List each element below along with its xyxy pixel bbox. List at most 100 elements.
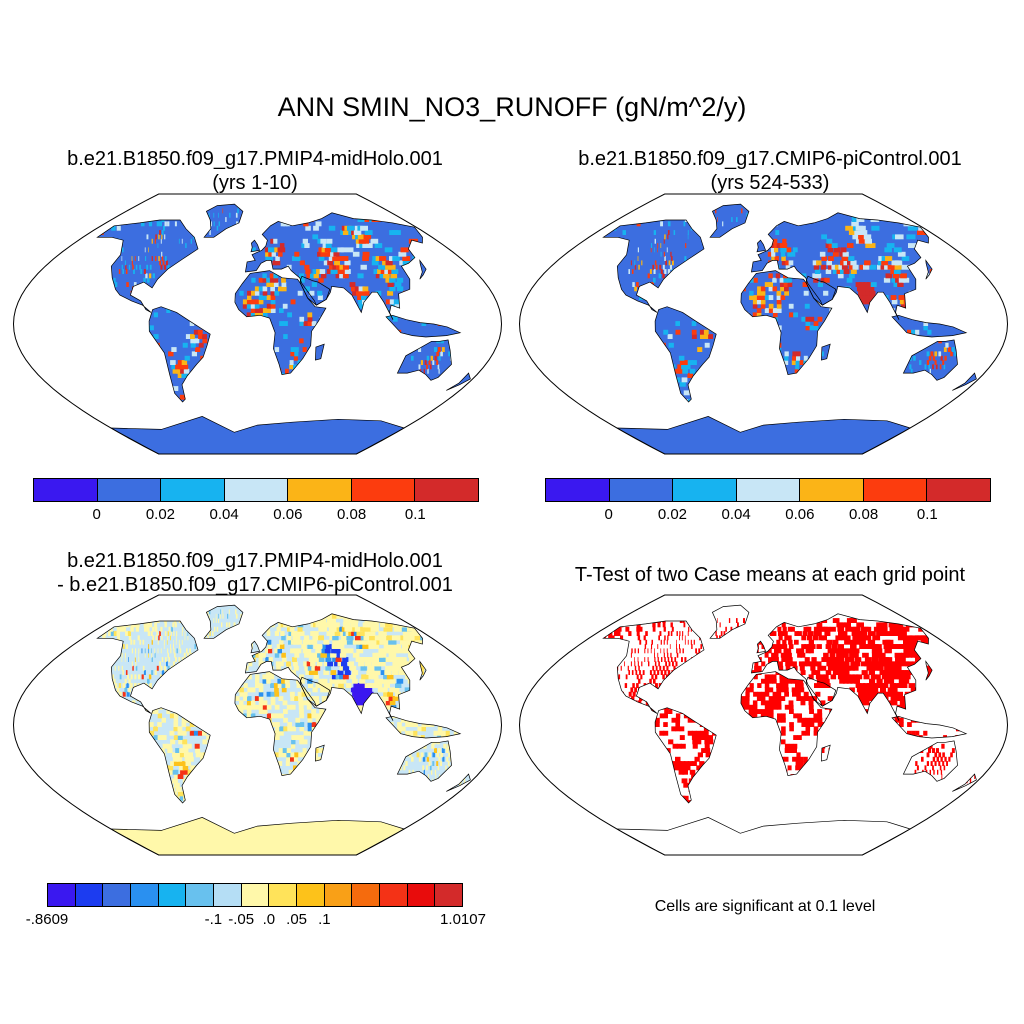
colorbar2-label-1: 0.02 [657,506,688,523]
coastline-greenland [203,203,244,238]
coastline-eurasia [244,613,423,721]
colorbar2-swatch-4 [800,479,864,501]
colorbar-diff-label-6: 1.0107 [440,911,486,928]
colorbar1-swatch-1 [97,479,162,501]
panel1-title: b.e21.B1850.f09_g17.PMIP4-midHolo.001 [67,148,443,170]
coastline-indonesia [385,314,462,338]
coastline-arabia-link [299,676,331,707]
land-antarctica [110,416,405,454]
colorbar2-label-4: 0.08 [848,506,879,523]
coastline-arabia-link [805,275,837,306]
map-outline [518,193,1009,455]
land-uk [251,641,260,653]
coastline-south-america [148,306,211,403]
coastline-uk [250,239,261,253]
colorbar-diff-swatch-6 [214,884,242,906]
land-greenland [204,605,243,639]
coastline-madagascar [315,744,325,762]
colorbar2-swatch-6 [927,479,991,501]
land-antarctica [110,817,405,855]
panel3-subtitle: - b.e21.B1850.f09_g17.CMIP6-piControl.00… [57,574,453,596]
colorbar1-label-4: 0.08 [336,506,367,523]
panel2-subtitle: (yrs 524-533) [710,172,830,194]
land-north-america [97,621,198,714]
colorbar1-swatch-4 [288,479,352,501]
colorbar2-label-2: 0.04 [721,506,751,523]
land-new-zealand [952,774,977,792]
colorbar1-swatch-6 [415,479,479,501]
land-uk [757,240,766,252]
coastline-new-zealand [446,372,471,391]
colorbar2-swatch-5 [863,479,928,501]
map-panel2-picontrol [518,193,1009,455]
map-outline [12,594,503,856]
coastline-arabia-link [805,676,837,707]
land-japan [925,260,933,280]
main-title: ANN SMIN_NO3_RUNOFF (gN/m^2/y) [277,92,747,122]
coastline-indonesia [891,314,968,338]
land-new-zealand [446,373,471,391]
colorbar-diff-label-0: -.8609 [25,911,69,928]
colorbar1-label-2: 0.04 [209,506,239,523]
coastline-greenland [709,203,750,238]
colorbar-diff-swatch-9 [297,884,325,906]
colorbar-diff-label-4: .05 [286,911,308,928]
colorbar-diff-swatch-2 [103,884,132,906]
land-new-zealand [446,774,471,792]
coastline-north-america [602,219,705,313]
coastline-africa [234,270,327,375]
colorbar1-swatch-5 [351,479,416,501]
colorbar1-label-0: 0 [92,506,101,523]
land-japan [419,260,427,280]
coastline-new-zealand [952,773,977,792]
panel1-subtitle: (yrs 1-10) [212,172,298,194]
colorbar-diff-label-1: -.1 [204,911,223,928]
colorbar1-label-3: 0.06 [273,506,303,523]
colorbar-diff-swatch-8 [269,884,298,906]
land-indonesia [386,315,461,337]
land-antarctica [616,416,911,454]
land-greenland [204,204,243,238]
colorbar-diff-swatch-7 [241,884,270,906]
colorbar2-label-5: 0.1 [916,506,938,523]
colorbar-diff-swatch-3 [131,884,159,906]
panel3-title: b.e21.B1850.f09_g17.PMIP4-midHolo.001 [67,550,443,572]
panel4-title: T-Test of two Case means at each grid po… [574,564,966,586]
colorbar-diff-swatch-14 [435,884,463,906]
coastline-africa [234,671,327,776]
coastline-australia [902,740,958,782]
coastline-australia [396,740,452,782]
land-antarctica [616,817,911,855]
colorbar1-swatch-3 [224,479,289,501]
coastline-south-america [654,707,717,804]
land-madagascar [315,344,325,361]
map-outline [518,594,1009,856]
colorbar2-label-3: 0.06 [785,506,815,523]
colorbar-diff-swatch-10 [324,884,353,906]
coastline-eurasia [244,212,423,320]
colorbar1-label-1: 0.02 [145,506,176,523]
colorbar-diff-swatch-12 [380,884,408,906]
coastline-eurasia [750,613,929,721]
coastline-greenland [203,604,244,639]
colorbar-diff-label-3: .0 [262,911,276,928]
coastline-madagascar [821,744,831,762]
coastline-japan [925,259,933,280]
coastline-africa [740,671,833,776]
land-new-zealand [952,373,977,391]
coastline-indonesia [891,715,968,739]
coastline-new-zealand [952,372,977,391]
coastline-madagascar [315,343,325,361]
map-panel3-difference [12,594,503,856]
colorbar2-label-0: 0 [604,506,613,523]
coastline-north-america [96,219,199,313]
colorbar-diff-swatch-11 [352,884,381,906]
colorbar2-swatch-1 [609,479,674,501]
colorbar1-label-5: 0.1 [404,506,426,523]
coastline-madagascar [821,343,831,361]
colorbar2-swatch-3 [736,479,801,501]
coastline-north-america [602,620,705,714]
colorbar-diff-swatch-4 [158,884,187,906]
coastline-australia [902,339,958,381]
coastline-australia [396,339,452,381]
